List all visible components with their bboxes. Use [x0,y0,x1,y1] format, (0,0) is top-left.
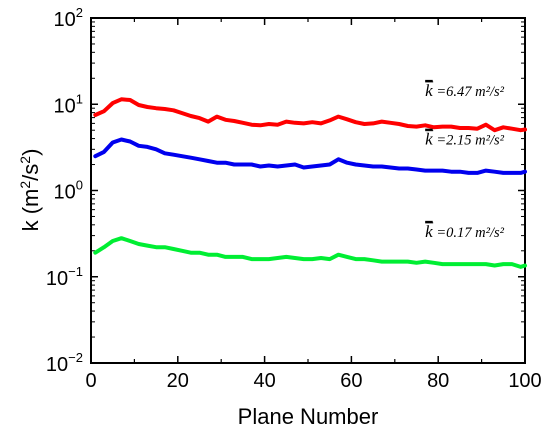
y-tick-label: 102 [54,5,83,31]
y-axis-title-mid: /s [18,164,43,181]
y-tick-label: 100 [54,178,83,204]
annotation-2: k =2.15 m²/s² [425,130,504,149]
y-tick-label: 101 [54,91,83,117]
plot-frame [90,17,526,364]
annotation-1: k =6.47 m²/s² [425,81,504,100]
annotations: k =6.47 m²/s² k =2.15 m²/s² k =0.17 m²/s² [425,81,505,241]
y-axis-title-sup1: 2 [17,181,33,189]
y-axis-title-sup2: 2 [17,156,33,164]
series-group [93,97,527,269]
y-axis-title-close: ) [18,149,43,156]
series-line-1 [93,97,527,133]
x-tick-label: 100 [508,370,541,392]
y-tick-label: 10−1 [46,264,83,290]
x-tick-label: 20 [167,370,189,392]
x-tick-label: 0 [85,370,96,392]
y-ticks: 102 101 100 10−1 10−2 [46,5,525,376]
y-tick-label: 10−2 [46,350,83,376]
series-line-2 [93,137,527,175]
x-axis-title: Plane Number [238,404,379,429]
series-line-3 [93,236,527,269]
x-ticks: 0 20 40 60 80 100 [85,18,542,392]
x-tick-label: 60 [340,370,362,392]
annotation-3: k =0.17 m²/s² [425,222,504,241]
y-axis-title-base: k (m [18,189,43,232]
x-tick-label: 80 [427,370,449,392]
x-tick-label: 40 [253,370,275,392]
y-axis-title: k (m2/s2) [17,149,43,232]
